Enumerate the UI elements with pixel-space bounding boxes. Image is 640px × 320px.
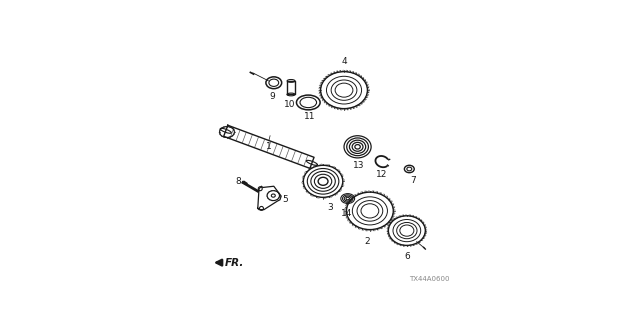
Text: 9: 9 [269,92,275,101]
Text: 12: 12 [376,170,387,179]
Text: 5: 5 [282,195,288,204]
Text: 4: 4 [341,57,347,66]
Text: TX44A0600: TX44A0600 [410,276,450,282]
Text: 3: 3 [328,204,333,212]
Text: 1: 1 [266,142,272,151]
Text: 8: 8 [236,177,241,186]
Text: 6: 6 [404,252,410,260]
Text: FR.: FR. [225,258,244,268]
Text: 14: 14 [340,209,352,218]
Text: 13: 13 [353,161,365,170]
Text: 10: 10 [284,100,296,108]
Text: 11: 11 [304,112,316,121]
Text: 7: 7 [410,176,416,185]
Text: 2: 2 [365,237,370,246]
